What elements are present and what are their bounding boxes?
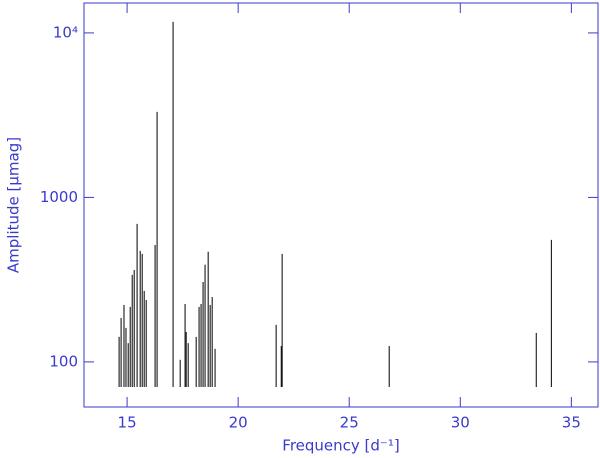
x-tick-label: 25 bbox=[340, 414, 359, 432]
y-tick-label: 10⁴ bbox=[53, 23, 78, 41]
y-axis-label: Amplitude [μmag] bbox=[5, 137, 23, 273]
plot-frame bbox=[83, 2, 599, 408]
x-tick-label: 15 bbox=[118, 414, 137, 432]
x-axis-label: Frequency [d⁻¹] bbox=[282, 437, 399, 455]
x-tick-label: 30 bbox=[451, 414, 470, 432]
y-tick-label: 100 bbox=[49, 352, 78, 370]
x-tick-label: 20 bbox=[229, 414, 248, 432]
x-tick-label: 35 bbox=[562, 414, 581, 432]
y-tick-label: 1000 bbox=[40, 188, 78, 206]
